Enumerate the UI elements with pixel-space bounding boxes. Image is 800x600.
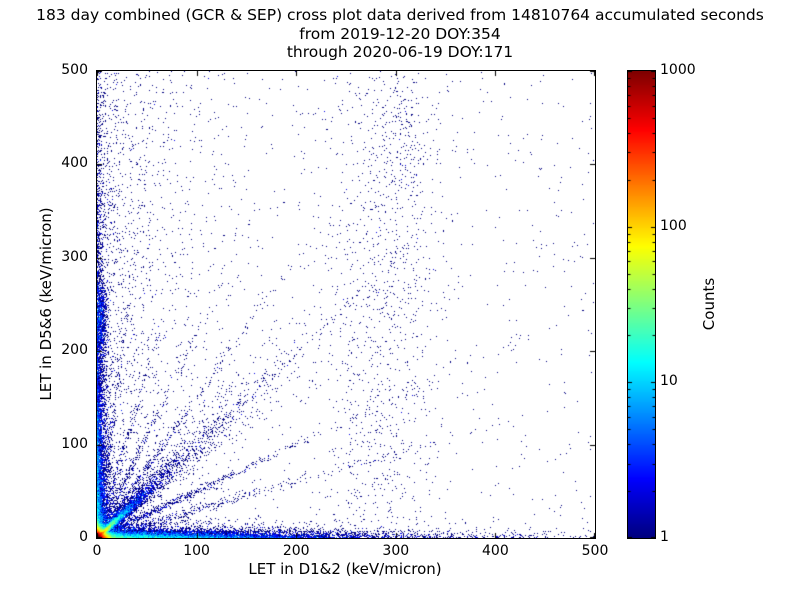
y-tick-label: 500	[61, 62, 88, 78]
colorbar-canvas	[628, 71, 655, 538]
y-axis-label: LET in D5&6 (keV/micron)	[37, 207, 55, 401]
colorbar-tick-label: 100	[660, 217, 687, 234]
colorbar	[627, 70, 656, 539]
x-tick-label: 0	[92, 543, 102, 559]
y-tick-label: 300	[61, 248, 88, 265]
colorbar-label: Counts	[700, 277, 718, 331]
figure-title-line1: 183 day combined (GCR & SEP) cross plot …	[36, 6, 764, 24]
y-tick-label: 200	[61, 342, 88, 359]
y-tick-label: 0	[79, 529, 88, 545]
x-tick-label: 400	[482, 543, 509, 559]
plot-area	[96, 70, 596, 539]
y-tick-label: 100	[61, 435, 88, 452]
x-tick-label: 100	[183, 543, 210, 559]
colorbar-tick-label: 1	[660, 529, 669, 545]
x-tick-label: 500	[581, 543, 609, 559]
y-tick-label: 400	[61, 155, 88, 172]
figure-title-line3: through 2020-06-19 DOY:171	[286, 43, 514, 61]
colorbar-tick-label: 1000	[660, 62, 696, 78]
scatter-canvas	[97, 71, 595, 538]
x-axis-label: LET in D1&2 (keV/micron)	[248, 560, 442, 578]
colorbar-tick-label: 10	[660, 373, 678, 390]
x-tick-label: 300	[382, 543, 410, 559]
figure-title-line2: from 2019-12-20 DOY:354	[299, 25, 501, 43]
x-tick-label: 200	[282, 543, 310, 559]
